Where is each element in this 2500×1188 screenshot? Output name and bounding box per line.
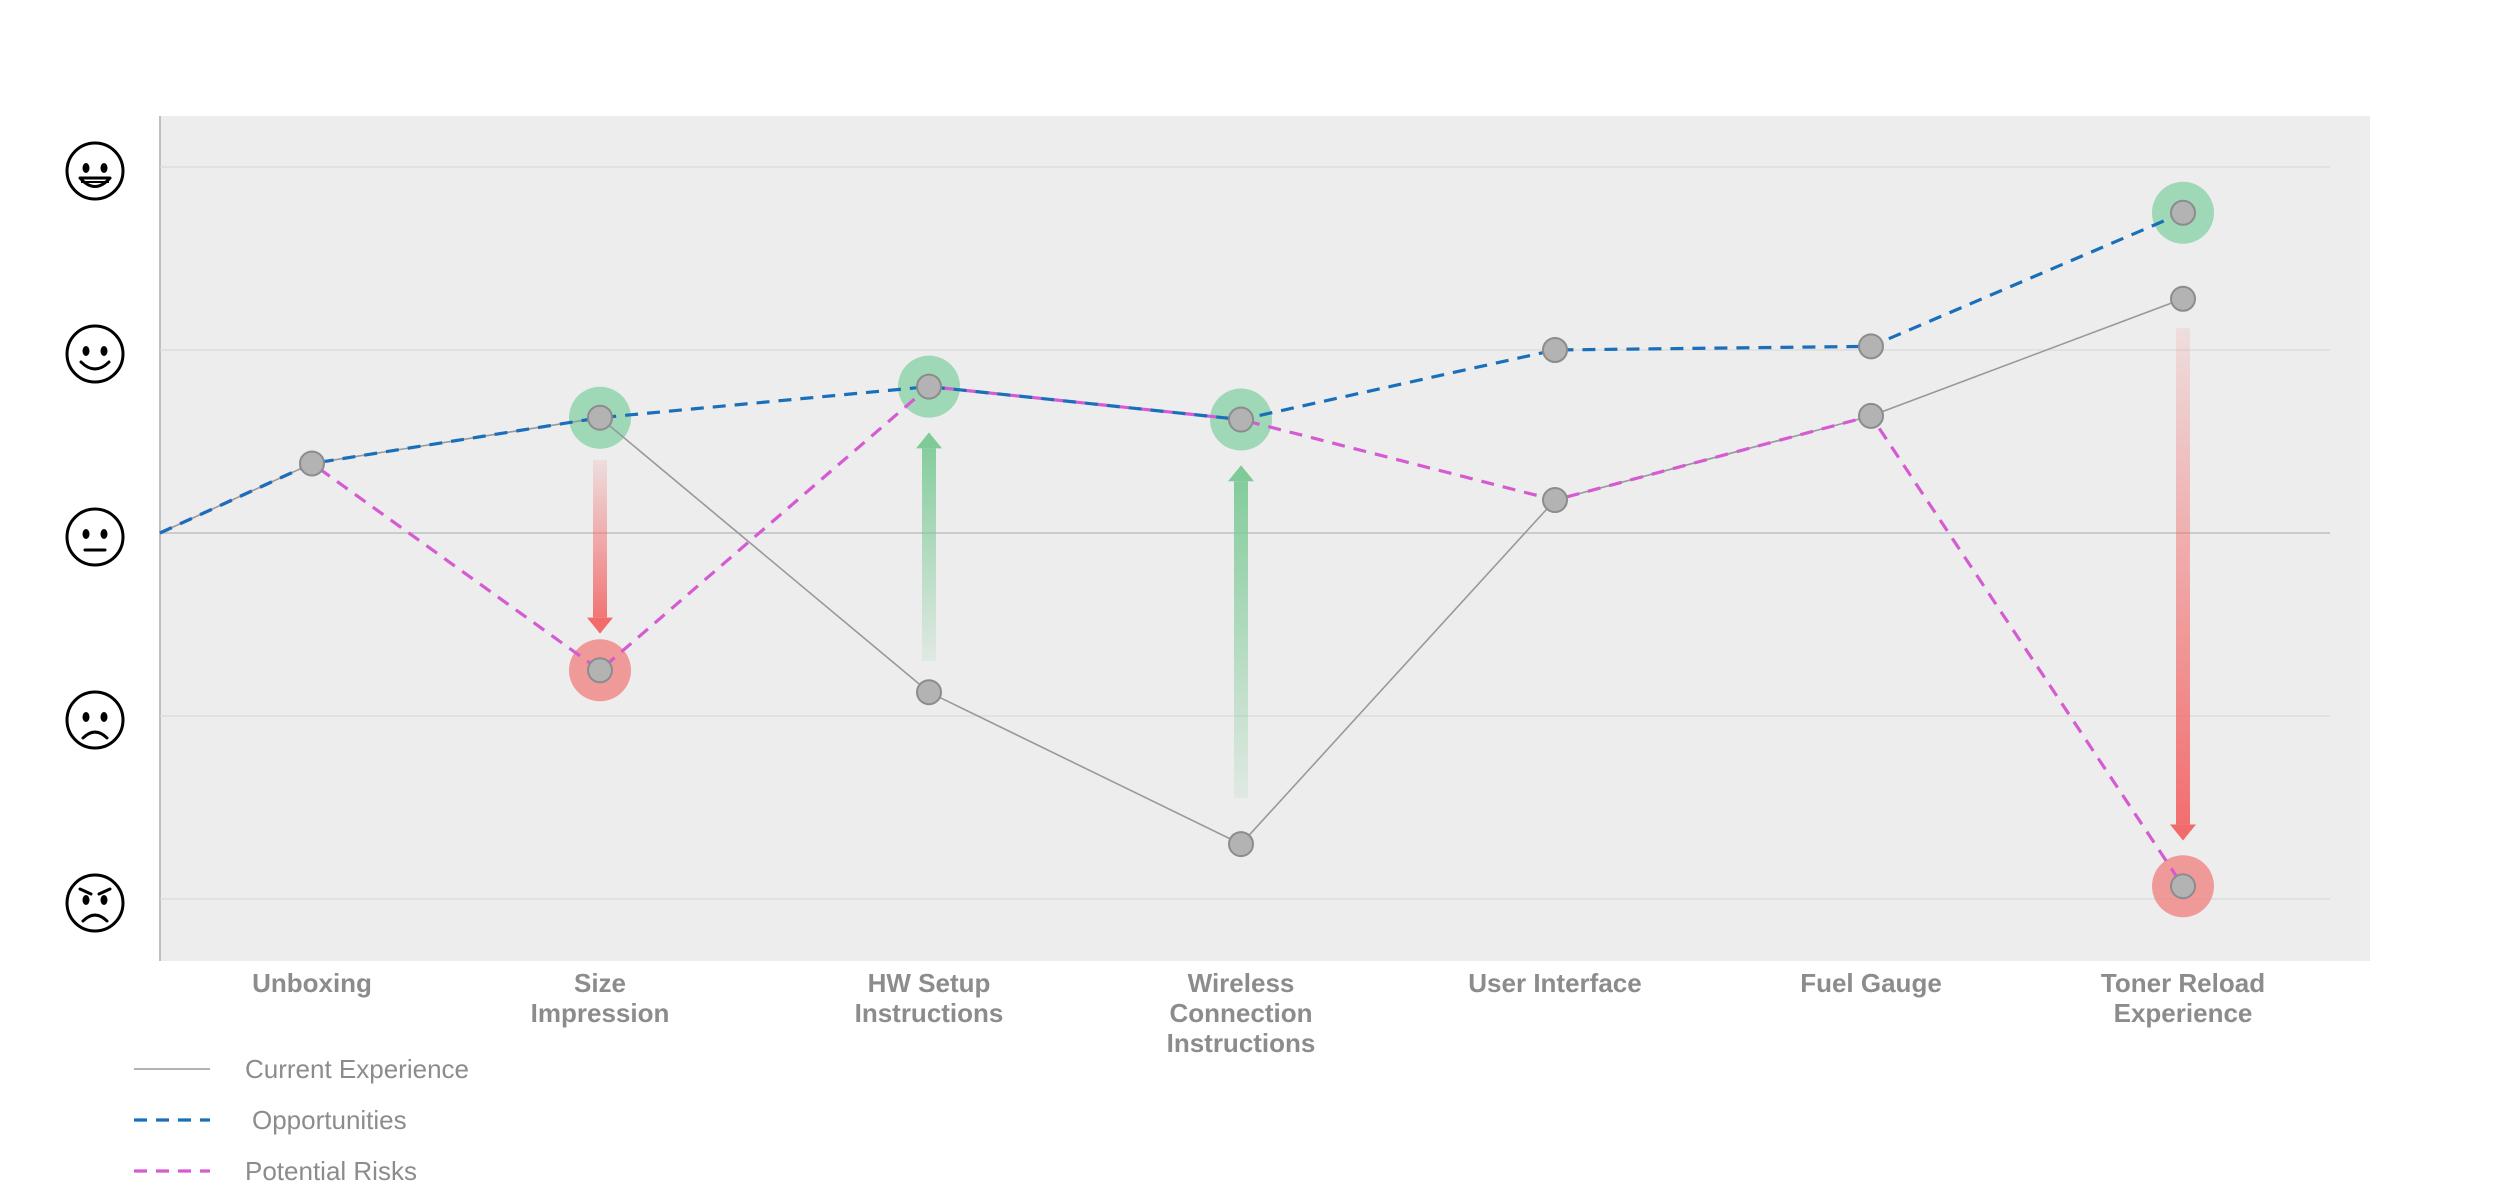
legend-item-risks: Potential Risks (134, 1156, 417, 1186)
category-label-line: Experience (2114, 998, 2253, 1028)
series-markers (299, 199, 2196, 900)
category-label: User Interface (1468, 968, 1641, 998)
category-label-line: Wireless (1188, 968, 1295, 998)
change-arrow-decline (587, 459, 613, 634)
smiling-face-icon (65, 324, 125, 384)
category-label-line: Connection (1170, 998, 1313, 1028)
arrow-shaft (1234, 481, 1248, 799)
category-label: Toner Reload Experience (2101, 968, 2265, 1028)
data-point-marker (1228, 406, 1254, 433)
series-lines (159, 211, 2185, 888)
data-point-marker (1542, 487, 1568, 514)
data-point-marker (587, 404, 613, 431)
category-label-line: User Interface (1468, 968, 1641, 998)
legend-item-current: Current Experience (134, 1054, 469, 1084)
category-label-line: Toner Reload (2101, 968, 2265, 998)
data-point-marker (1542, 337, 1568, 363)
category-label: Size Impression (531, 968, 670, 1028)
legend: Current Experience Opportunities Potential… (134, 1054, 469, 1186)
arrow-shaft (922, 448, 936, 662)
category-label-line: Instructions (1167, 1028, 1316, 1058)
data-point-marker (1228, 831, 1254, 858)
y-axis-faces (65, 141, 125, 933)
data-point-marker (2170, 873, 2196, 900)
category-label-line: Impression (531, 998, 670, 1028)
category-label: Wireless Connection Instructions (1167, 968, 1316, 1058)
data-point-marker (2170, 285, 2196, 312)
category-label: Unboxing (252, 968, 372, 998)
arrow-head (587, 617, 613, 634)
legend-label: Potential Risks (245, 1156, 417, 1186)
neutral-face-icon (65, 507, 125, 567)
frowning-face-icon (65, 690, 125, 750)
category-label: Fuel Gauge (1800, 968, 1942, 998)
data-point-marker (916, 373, 942, 400)
grinning-face-icon (65, 141, 125, 201)
data-point-marker (916, 679, 942, 706)
category-label-line: HW Setup (868, 968, 991, 998)
angry-face-icon (65, 873, 125, 933)
arrow-head (1228, 465, 1254, 482)
plot-area (160, 116, 2370, 961)
category-label-line: Fuel Gauge (1800, 968, 1942, 998)
arrow-head (916, 432, 942, 449)
category-label-line: Size (574, 968, 626, 998)
legend-label: Current Experience (245, 1054, 469, 1084)
change-arrow-improve (1228, 465, 1254, 799)
arrow-head (2170, 824, 2196, 841)
series-line-current (159, 298, 2184, 845)
data-point-marker (2170, 199, 2196, 226)
arrow-shaft (593, 459, 607, 618)
change-arrows (587, 328, 2196, 841)
arrow-shaft (2176, 328, 2190, 825)
change-arrow-improve (916, 432, 942, 662)
series-line-opportunities (159, 211, 2184, 535)
data-point-marker (299, 450, 325, 477)
category-label-line: Instructions (855, 998, 1004, 1028)
data-point-marker (1858, 402, 1884, 429)
change-arrow-decline (2170, 328, 2196, 841)
data-point-marker (1858, 333, 1884, 360)
category-label: HW Setup Instructions (855, 968, 1004, 1028)
legend-item-opportunities: Opportunities (134, 1105, 407, 1135)
data-point-marker (587, 657, 613, 684)
category-label-line: Unboxing (252, 968, 372, 998)
legend-label: Opportunities (252, 1105, 407, 1135)
